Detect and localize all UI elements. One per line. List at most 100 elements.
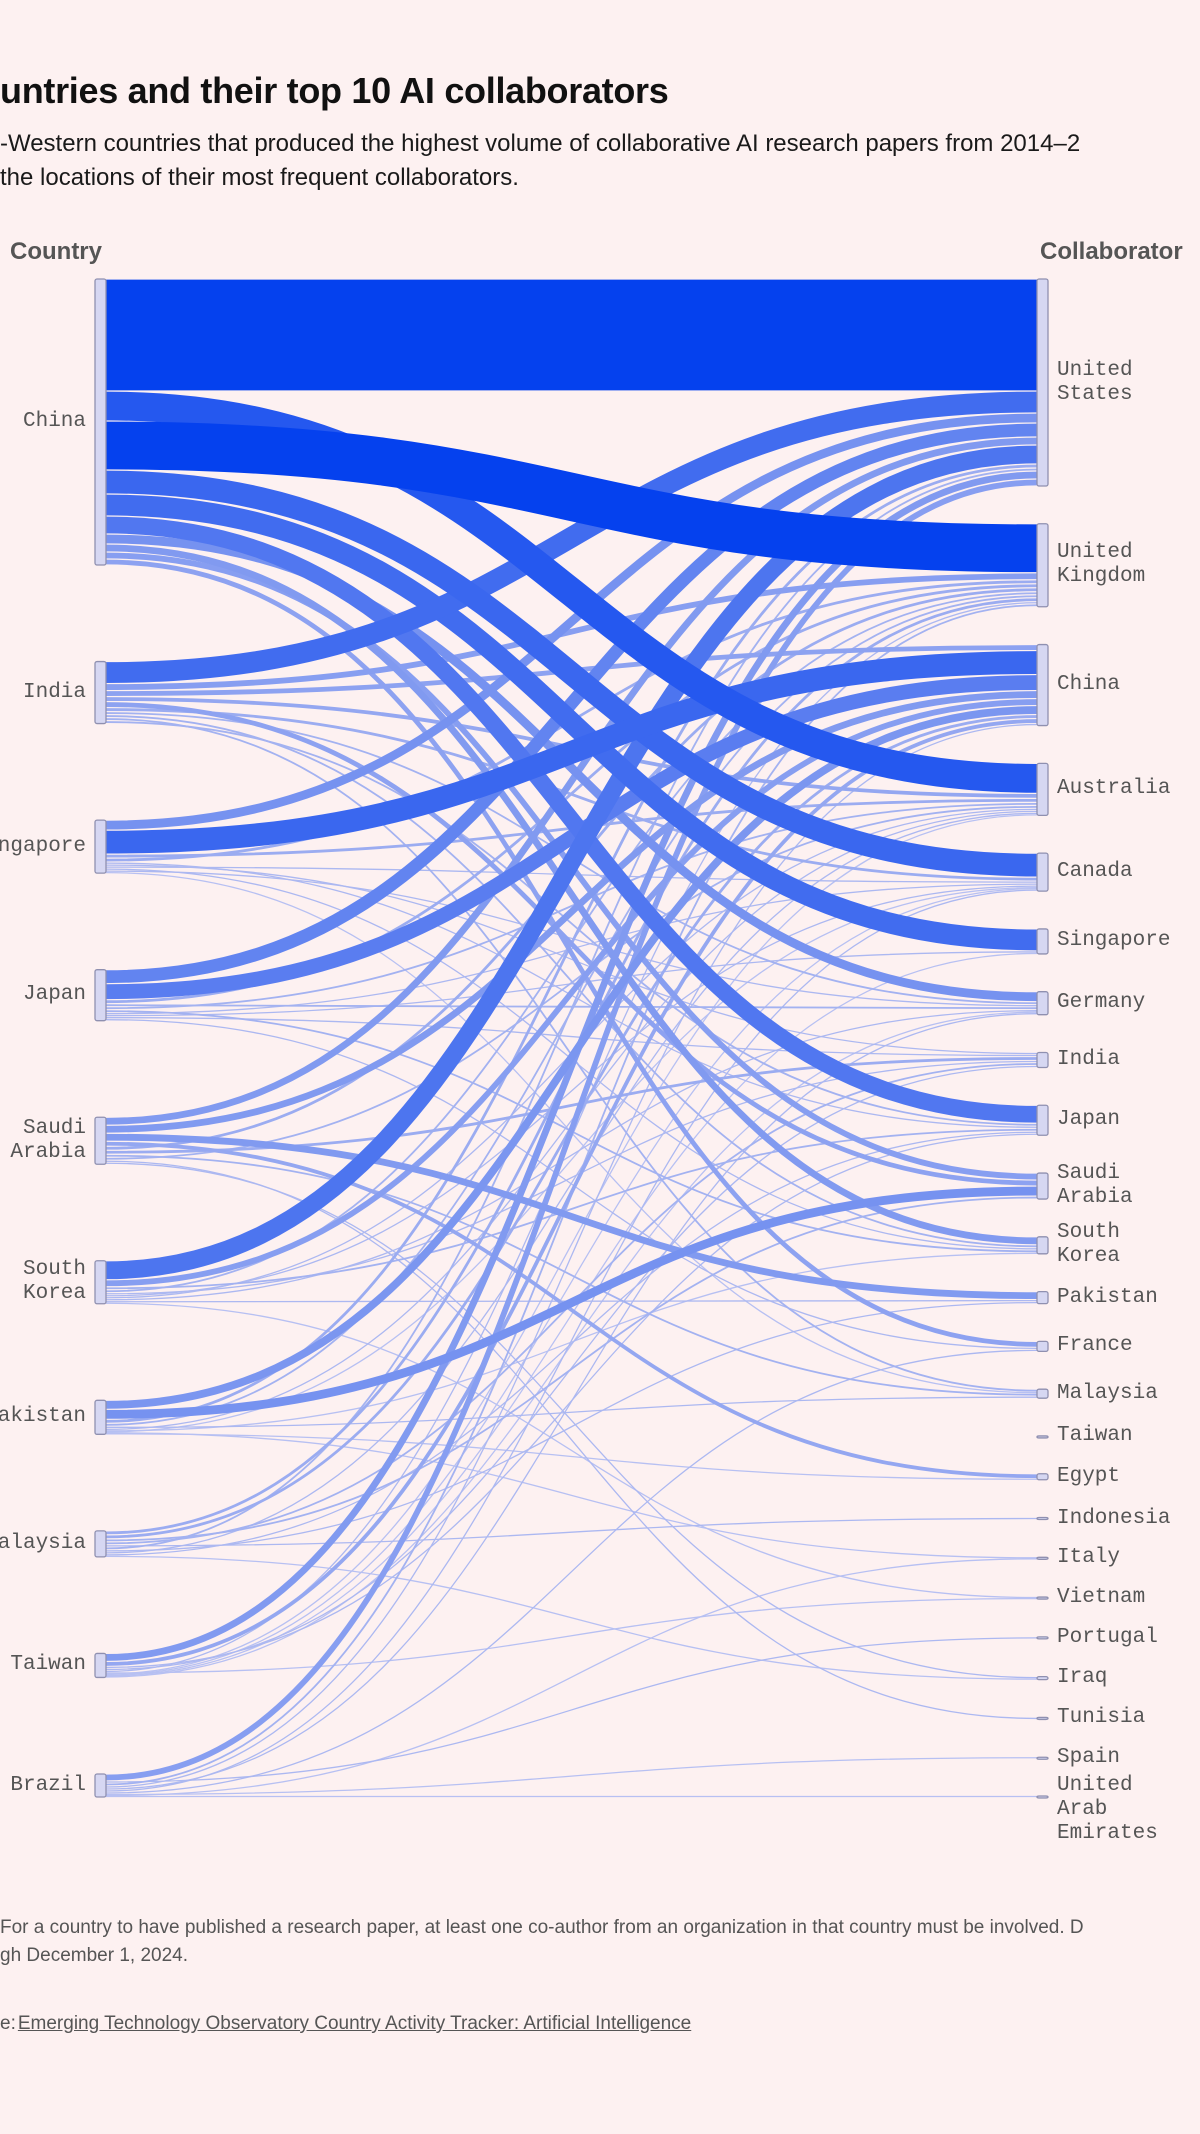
- left-node-china[interactable]: [94, 278, 107, 566]
- link-singapore-to-united-states: [105, 413, 1038, 830]
- right-label-australia: Australia: [1057, 777, 1171, 801]
- link-brazil-to-portugal: [105, 1637, 1038, 1783]
- links-layer: [105, 279, 1038, 1798]
- link-brazil-to-germany: [105, 1013, 1038, 1790]
- link-india-to-united-kingdom: [105, 573, 1038, 690]
- right-node-tunisia[interactable]: [1036, 1716, 1049, 1721]
- right-node-singapore[interactable]: [1036, 928, 1049, 955]
- right-node-saudi-arabia[interactable]: [1036, 1172, 1049, 1200]
- link-saudi-arabia-to-united-states: [105, 437, 1038, 1125]
- right-node-united-kingdom[interactable]: [1036, 523, 1049, 608]
- link-pakistan-to-saudi-arabia: [105, 1186, 1038, 1419]
- link-saudi-arabia-to-tunisia: [105, 1160, 1038, 1720]
- left-label-japan: Japan: [22, 983, 86, 1007]
- right-node-australia[interactable]: [1036, 762, 1049, 816]
- right-node-iraq[interactable]: [1036, 1676, 1049, 1681]
- right-label-tunisia: Tunisia: [1057, 1706, 1146, 1730]
- right-node-vietnam[interactable]: [1036, 1596, 1049, 1600]
- link-saudi-arabia-to-malaysia: [105, 1154, 1038, 1396]
- right-label-india: India: [1057, 1047, 1121, 1071]
- right-label-malaysia: Malaysia: [1057, 1381, 1158, 1405]
- right-label-united-states: United States: [1057, 358, 1133, 406]
- right-node-portugal[interactable]: [1036, 1636, 1049, 1640]
- right-node-united-states[interactable]: [1036, 278, 1049, 487]
- left-label-singapore: Singapore: [0, 834, 86, 858]
- link-pakistan-to-malaysia: [105, 1396, 1038, 1428]
- left-label-india: India: [22, 680, 86, 704]
- right-label-saudi-arabia: Saudi Arabia: [1057, 1162, 1133, 1210]
- link-pakistan-to-italy: [105, 1432, 1038, 1559]
- right-node-indonesia[interactable]: [1036, 1516, 1049, 1521]
- link-japan-to-china: [105, 675, 1038, 1000]
- right-label-france: France: [1057, 1334, 1133, 1358]
- link-india-to-south-korea: [105, 715, 1038, 1248]
- left-node-saudi-arabia[interactable]: [94, 1116, 107, 1165]
- link-china-to-singapore: [105, 494, 1038, 951]
- link-saudi-arabia-to-pakistan: [105, 1133, 1038, 1300]
- left-node-taiwan[interactable]: [94, 1652, 107, 1679]
- left-node-south-korea[interactable]: [94, 1260, 107, 1305]
- link-brazil-to-italy: [105, 1558, 1038, 1797]
- left-node-brazil[interactable]: [94, 1773, 107, 1798]
- source-link[interactable]: Emerging Technology Observatory Country …: [17, 2013, 692, 2034]
- right-label-canada: Canada: [1057, 860, 1133, 884]
- link-malaysia-to-japan: [105, 1131, 1038, 1556]
- link-south-korea-to-china: [105, 699, 1038, 1287]
- link-india-to-japan: [105, 721, 1038, 1126]
- link-malaysia-to-pakistan: [105, 1301, 1038, 1552]
- left-node-india[interactable]: [94, 660, 107, 725]
- chart-subtitle-line1: -Western countries that produced the hig…: [0, 130, 1081, 157]
- left-label-pakistan: Pakistan: [0, 1405, 86, 1429]
- left-label-south-korea: South Korea: [22, 1258, 86, 1306]
- link-malaysia-to-australia: [105, 812, 1038, 1554]
- right-node-italy[interactable]: [1036, 1556, 1049, 1560]
- right-label-egypt: Egypt: [1057, 1464, 1121, 1488]
- right-node-taiwan[interactable]: [1036, 1435, 1049, 1439]
- right-axis-label: Collaborator: [1040, 238, 1183, 265]
- link-pakistan-to-south-korea: [105, 1252, 1038, 1432]
- link-japan-to-united-states: [105, 423, 1038, 984]
- right-node-china[interactable]: [1036, 643, 1049, 727]
- right-node-india[interactable]: [1036, 1051, 1049, 1069]
- right-label-china: China: [1057, 673, 1121, 697]
- link-malaysia-to-saudi-arabia: [105, 1196, 1038, 1542]
- right-node-japan[interactable]: [1036, 1104, 1049, 1136]
- right-node-canada[interactable]: [1036, 852, 1049, 892]
- right-node-malaysia[interactable]: [1036, 1388, 1049, 1399]
- right-node-france[interactable]: [1036, 1340, 1049, 1353]
- left-node-japan[interactable]: [94, 969, 107, 1022]
- link-south-korea-to-germany: [105, 1010, 1038, 1301]
- right-label-italy: Italy: [1057, 1546, 1121, 1570]
- right-label-singapore: Singapore: [1057, 929, 1171, 953]
- link-singapore-to-india: [105, 864, 1038, 1055]
- link-taiwan-to-vietnam: [105, 1597, 1038, 1674]
- left-node-singapore[interactable]: [94, 819, 107, 874]
- footnote-line2: gh December 1, 2024.: [0, 1945, 189, 1966]
- right-node-germany[interactable]: [1036, 991, 1049, 1016]
- left-node-malaysia[interactable]: [94, 1530, 107, 1558]
- right-node-united-arab-emirates[interactable]: [1036, 1795, 1049, 1799]
- link-malaysia-to-indonesia: [105, 1517, 1038, 1547]
- right-label-iraq: Iraq: [1057, 1666, 1108, 1690]
- link-china-to-canada: [105, 470, 1038, 877]
- link-china-to-united-kingdom: [105, 421, 1038, 573]
- left-node-pakistan[interactable]: [94, 1399, 107, 1435]
- link-taiwan-to-canada: [105, 887, 1038, 1676]
- link-taiwan-to-united-states: [105, 471, 1038, 1661]
- link-japan-to-india: [105, 1017, 1038, 1057]
- link-south-korea-to-vietnam: [105, 1302, 1038, 1599]
- link-brazil-to-france: [105, 1349, 1038, 1794]
- right-label-united-kingdom: United Kingdom: [1057, 541, 1146, 589]
- right-node-egypt[interactable]: [1036, 1473, 1049, 1481]
- link-malaysia-to-iraq: [105, 1555, 1038, 1680]
- link-japan-to-australia: [105, 802, 1038, 1010]
- link-india-to-united-states: [105, 391, 1038, 683]
- right-label-taiwan: Taiwan: [1057, 1423, 1133, 1447]
- link-saudi-arabia-to-egypt: [105, 1141, 1038, 1479]
- right-node-pakistan[interactable]: [1036, 1290, 1049, 1305]
- link-brazil-to-china: [105, 723, 1038, 1788]
- chart-subtitle-line2: the locations of their most frequent col…: [0, 164, 519, 191]
- right-node-south-korea[interactable]: [1036, 1236, 1049, 1255]
- right-label-spain: Spain: [1057, 1745, 1121, 1769]
- right-node-spain[interactable]: [1036, 1756, 1049, 1760]
